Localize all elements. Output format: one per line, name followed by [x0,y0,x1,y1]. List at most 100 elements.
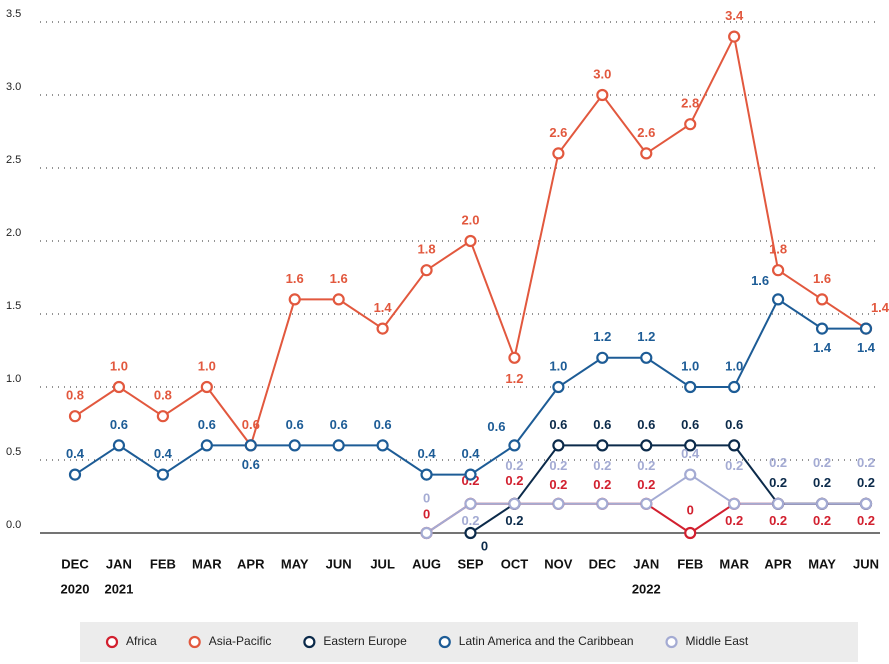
data-point [684,439,697,452]
data-label: 0.2 [769,455,787,470]
y-tick-label: 0.5 [6,446,21,458]
x-tick-label: NOV [544,556,573,571]
data-label: 0.6 [637,417,655,432]
legend-label: Eastern Europe [323,634,407,648]
data-label: 0.2 [505,513,523,528]
data-label: 0.2 [725,513,743,528]
legend-label: Middle East [686,634,749,648]
legend-label: Africa [126,634,157,648]
data-point [288,293,301,306]
data-label: 1.4 [871,300,889,315]
data-label: 0.6 [593,417,611,432]
data-label: 0.2 [725,458,743,473]
legend-label: Latin America and the Caribbean [459,634,634,648]
data-label: 1.0 [549,358,567,373]
data-point [728,497,741,510]
data-label: 2.8 [681,96,699,111]
data-point [684,468,697,481]
data-label: 0.6 [487,419,505,434]
data-label: 0.2 [637,477,655,492]
data-point [420,264,433,277]
data-point [815,497,829,510]
data-point [200,439,213,452]
data-label: 2.6 [549,125,567,140]
data-point [859,497,873,510]
data-label: 0.4 [418,446,437,461]
data-label: 3.4 [725,8,744,23]
data-label: 1.4 [857,340,876,355]
x-tick-label: APR [764,556,792,571]
legend-marker [105,635,119,649]
data-label: 0 [481,538,488,553]
data-label: 0.2 [505,458,523,473]
data-label: 0.6 [198,417,216,432]
data-label: 1.8 [418,242,436,257]
data-label: 1.2 [593,329,611,344]
data-label: 0.6 [374,417,392,432]
data-label: 0 [423,506,430,521]
data-label: 0.2 [593,477,611,492]
data-point [596,351,609,364]
data-label: 1.6 [813,271,831,286]
data-point [815,322,829,335]
data-point [772,497,785,510]
data-point [376,439,389,452]
data-point [640,351,653,364]
data-label: 2.6 [637,125,655,140]
data-point [464,234,477,248]
data-point [684,118,697,131]
x-tick-label: JUN [853,556,879,571]
data-point [68,410,82,423]
data-point [420,468,433,481]
data-label: 2.0 [461,212,479,227]
data-point [112,380,126,394]
data-label: 0.2 [857,513,875,528]
data-label: 0.2 [593,458,611,473]
x-tick-year: 2021 [104,581,133,596]
legend-marker [665,635,678,649]
data-label: 0.2 [813,455,831,470]
data-label: 0.2 [769,513,787,528]
data-point [244,439,257,452]
data-point [552,497,565,510]
data-label: 1.0 [198,358,216,373]
data-label: 0.4 [66,446,85,461]
legend-box [80,622,858,662]
data-label: 0.6 [286,417,304,432]
data-label: 0.2 [549,477,567,492]
x-tick-label: MAY [808,556,836,571]
x-tick-year: 2020 [61,581,90,596]
x-tick-label: FEB [150,556,176,571]
data-label: 0.4 [154,446,173,461]
x-tick-label: JUN [326,556,352,571]
data-label: 0.2 [769,475,787,490]
data-point [420,526,433,540]
data-point [859,322,873,335]
x-tick-label: JAN [633,556,659,571]
y-tick-label: 3.5 [6,8,21,20]
data-point [728,439,741,452]
data-label: 1.6 [330,271,348,286]
data-point [596,439,609,452]
data-point [728,30,741,43]
data-point [684,380,697,394]
data-label: 0.2 [505,473,523,488]
data-point [640,439,653,452]
data-label: 0.6 [242,457,260,472]
data-label: 0.2 [813,475,831,490]
data-label: 1.0 [110,358,128,373]
data-point [156,410,169,423]
data-label: 0.8 [154,388,172,403]
x-tick-label: MAR [192,556,222,571]
data-point [596,497,609,510]
data-label: 0.6 [330,417,348,432]
data-point [596,88,609,102]
data-point [815,293,829,306]
data-point [112,439,126,452]
data-label: 1.0 [681,358,699,373]
data-point [728,380,741,394]
y-tick-label: 2.0 [6,227,21,239]
data-point [552,380,565,394]
legend-marker [303,635,316,649]
data-point [640,147,653,160]
